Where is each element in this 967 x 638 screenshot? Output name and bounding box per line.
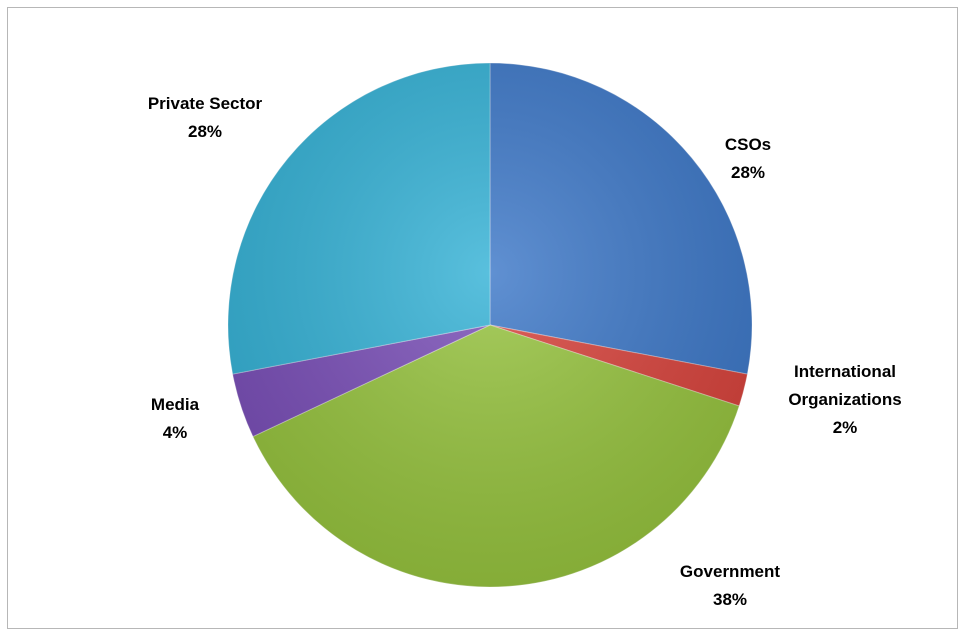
- data-label-private-sector: Private Sector 28%: [148, 94, 263, 141]
- category-label: Government: [680, 562, 780, 581]
- pie-slice-csos: [489, 62, 753, 375]
- percent-label: 4%: [163, 423, 188, 442]
- category-label: Private Sector: [148, 94, 263, 113]
- percent-label: 38%: [713, 590, 747, 609]
- category-label: Media: [151, 395, 200, 414]
- category-label: Organizations: [788, 390, 901, 409]
- category-label: International: [794, 362, 896, 381]
- data-label-media: Media 4%: [151, 395, 200, 442]
- data-label-csos: CSOs 28%: [725, 135, 771, 182]
- data-label-government: Government 38%: [680, 562, 780, 609]
- percent-label: 28%: [188, 122, 222, 141]
- category-label: CSOs: [725, 135, 771, 154]
- percent-label: 28%: [731, 163, 765, 182]
- data-label-international-organizations: International Organizations 2%: [788, 362, 901, 437]
- pie-slice-private-sector: [227, 62, 491, 375]
- percent-label: 2%: [833, 418, 858, 437]
